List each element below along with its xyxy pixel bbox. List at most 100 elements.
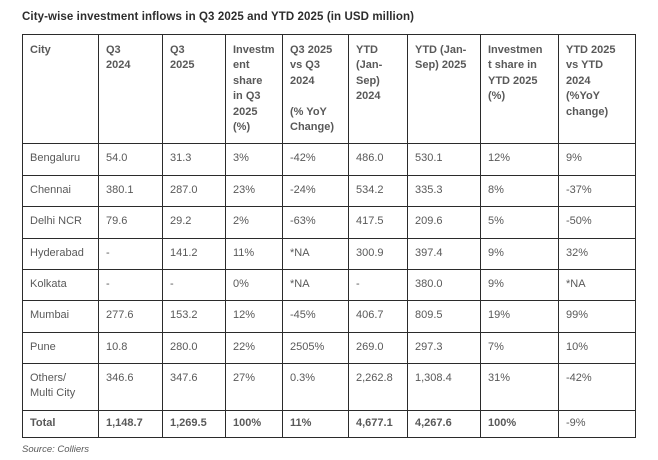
value-cell: 1,148.7 <box>98 409 163 439</box>
value-cell: 534.2 <box>348 174 408 208</box>
value-cell: 31% <box>480 363 559 411</box>
value-cell: 12% <box>480 143 559 176</box>
value-cell: 31.3 <box>162 143 226 176</box>
value-cell: 9% <box>480 268 559 302</box>
value-cell: 19% <box>480 300 559 333</box>
value-cell: 10% <box>558 331 636 365</box>
col-header-ytd-yoy-change: YTD 2025 vs YTD 2024 (%YoY change) <box>558 33 636 145</box>
value-cell: 11% <box>225 237 283 270</box>
city-cell: Chennai <box>22 174 99 208</box>
table-row: Hyderabad -141.2 11% *NA 300.9 397.4 9% 32% <box>22 237 636 270</box>
value-cell: 79.6 <box>98 206 163 239</box>
value-cell: 23% <box>225 174 283 208</box>
value-cell: 2505% <box>282 331 349 365</box>
value-cell: 99% <box>558 300 636 333</box>
value-cell: 2% <box>225 206 283 239</box>
value-cell: 4,267.6 <box>407 409 481 439</box>
table-row: Mumbai 277.6 153.2 12% -45% 406.7 809.5 19% 99% <box>22 300 636 333</box>
source-note: Source: Colliers <box>22 444 90 456</box>
col-header-q3-yoy-change: Q3 2025 vs Q3 2024 (% YoY Change) <box>282 33 349 145</box>
value-cell: 9% <box>558 143 636 176</box>
col-header-share-q3-2025: Investm ent share in Q3 2025 (%) <box>225 33 283 145</box>
value-cell: 4,677.1 <box>348 409 408 439</box>
value-cell: -42% <box>282 143 349 176</box>
value-cell: 8% <box>480 174 559 208</box>
city-cell: Pune <box>22 331 99 365</box>
table-row: Bengaluru 54.0 31.3 3% -42% 486.0 530.1 12% 9% <box>22 143 636 176</box>
value-cell: 406.7 <box>348 300 408 333</box>
value-cell: -37% <box>558 174 636 208</box>
value-cell: - <box>162 268 226 302</box>
table-row: Kolkata - -0% *NA -380.0 9% *NA <box>22 268 636 302</box>
city-cell: Others/ Multi City <box>22 363 99 411</box>
value-cell: 287.0 <box>162 174 226 208</box>
value-cell: 153.2 <box>162 300 226 333</box>
col-header-q3-2024: Q3 2024 <box>98 33 163 145</box>
value-cell: -63% <box>282 206 349 239</box>
city-cell: Mumbai <box>22 300 99 333</box>
value-cell: *NA <box>282 268 349 302</box>
col-header-city: City <box>22 33 99 145</box>
value-cell: - <box>98 268 163 302</box>
value-cell: 29.2 <box>162 206 226 239</box>
col-header-q3-2025: Q3 2025 <box>162 33 226 145</box>
value-cell: 530.1 <box>407 143 481 176</box>
value-cell: 32% <box>558 237 636 270</box>
value-cell: 346.6 <box>98 363 163 411</box>
value-cell: 3% <box>225 143 283 176</box>
value-cell: 100% <box>480 409 559 439</box>
value-cell: - <box>98 237 163 270</box>
city-cell: Hyderabad <box>22 237 99 270</box>
value-cell: *NA <box>282 237 349 270</box>
value-cell: 380.1 <box>98 174 163 208</box>
header-row: City Q3 2024 Q3 2025 Investm ent share i… <box>22 33 636 145</box>
value-cell: 297.3 <box>407 331 481 365</box>
value-cell: 1,269.5 <box>162 409 226 439</box>
table-row: Pune 10.8 280.0 22% 2505% 269.0 297.3 7% 10% <box>22 331 636 365</box>
value-cell: 1,308.4 <box>407 363 481 411</box>
value-cell: 5% <box>480 206 559 239</box>
value-cell: 0.3% <box>282 363 349 411</box>
value-cell: - <box>348 268 408 302</box>
value-cell: 269.0 <box>348 331 408 365</box>
table-row: Chennai 380.1 287.0 23% -24% 534.2 335.3 8% -37% <box>22 174 636 208</box>
table-row: Others/ Multi City 346.6 347.6 27% 0.3% 2,262… <box>22 363 636 411</box>
col-header-ytd-2025: YTD (Jan- Sep) 2025 <box>407 33 481 145</box>
investment-inflows-table: City Q3 2024 Q3 2025 Investm ent share i… <box>22 33 636 439</box>
value-cell: 209.6 <box>407 206 481 239</box>
city-cell: Kolkata <box>22 268 99 302</box>
value-cell: 809.5 <box>407 300 481 333</box>
value-cell: 486.0 <box>348 143 408 176</box>
value-cell: 397.4 <box>407 237 481 270</box>
value-cell: 280.0 <box>162 331 226 365</box>
value-cell: 7% <box>480 331 559 365</box>
value-cell: 300.9 <box>348 237 408 270</box>
value-cell: 417.5 <box>348 206 408 239</box>
value-cell: 11% <box>282 409 349 439</box>
value-cell: 141.2 <box>162 237 226 270</box>
value-cell: 27% <box>225 363 283 411</box>
value-cell: 10.8 <box>98 331 163 365</box>
value-cell: 12% <box>225 300 283 333</box>
table-title: City-wise investment inflows in Q3 2025 … <box>22 11 415 23</box>
value-cell: -24% <box>282 174 349 208</box>
value-cell: 347.6 <box>162 363 226 411</box>
col-header-share-ytd-2025: Investmen t share in YTD 2025 (%) <box>480 33 559 145</box>
table-body: Bengaluru 54.0 31.3 3% -42% 486.0 530.1 12% 9% Ch… <box>22 143 636 439</box>
value-cell: -42% <box>558 363 636 411</box>
value-cell: 380.0 <box>407 268 481 302</box>
city-cell: Bengaluru <box>22 143 99 176</box>
total-row: Total 1,148.7 1,269.5 100% 11% 4,677.1 4,267.6… <box>22 409 636 439</box>
value-cell: -9% <box>558 409 636 439</box>
col-header-ytd-2024: YTD (Jan- Sep) 2024 <box>348 33 408 145</box>
value-cell: *NA <box>558 268 636 302</box>
value-cell: 100% <box>225 409 283 439</box>
value-cell: 2,262.8 <box>348 363 408 411</box>
table-row: Delhi NCR 79.6 29.2 2% -63% 417.5 209.6 5% -50% <box>22 206 636 239</box>
value-cell: -50% <box>558 206 636 239</box>
city-cell: Total <box>22 409 99 439</box>
value-cell: -45% <box>282 300 349 333</box>
value-cell: 277.6 <box>98 300 163 333</box>
city-cell: Delhi NCR <box>22 206 99 239</box>
